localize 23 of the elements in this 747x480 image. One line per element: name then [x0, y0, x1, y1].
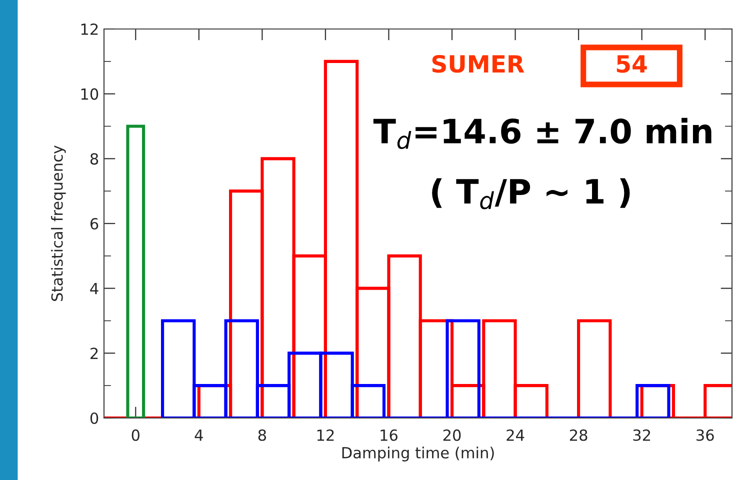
y-tick-label: 6 [90, 218, 98, 230]
y-tick-label: 0 [90, 412, 98, 424]
y-tick-label: 8 [90, 153, 98, 165]
x-tick-label: 12 [317, 429, 334, 441]
x-tick-label: 36 [696, 429, 714, 441]
x-tick-label: 24 [506, 429, 524, 441]
y-tick-label: 10 [81, 88, 98, 100]
annotation: ( T$_{d}$/P ~ 1 ) [432, 178, 630, 210]
y-tick-label: 12 [81, 23, 98, 35]
annotation: 54 [616, 55, 647, 73]
x-tick-label: 0 [132, 429, 140, 441]
annotation: T$_{d}$=14.6 ± 7.0 min [373, 118, 712, 150]
x-tick-label: 16 [380, 429, 398, 441]
x-tick-label: 28 [570, 429, 588, 441]
x-axis-title: Damping time (min) [342, 446, 494, 462]
x-tick-label: 20 [443, 429, 461, 441]
x-tick-label: 8 [258, 429, 266, 441]
y-tick-label: 4 [90, 283, 98, 294]
x-tick-label: 32 [633, 429, 650, 441]
y-tick-label: 2 [90, 348, 98, 359]
y-axis-title: Statistical frequency [51, 145, 66, 301]
x-tick-label: 4 [194, 430, 203, 441]
annotation: SUMER [432, 54, 524, 73]
